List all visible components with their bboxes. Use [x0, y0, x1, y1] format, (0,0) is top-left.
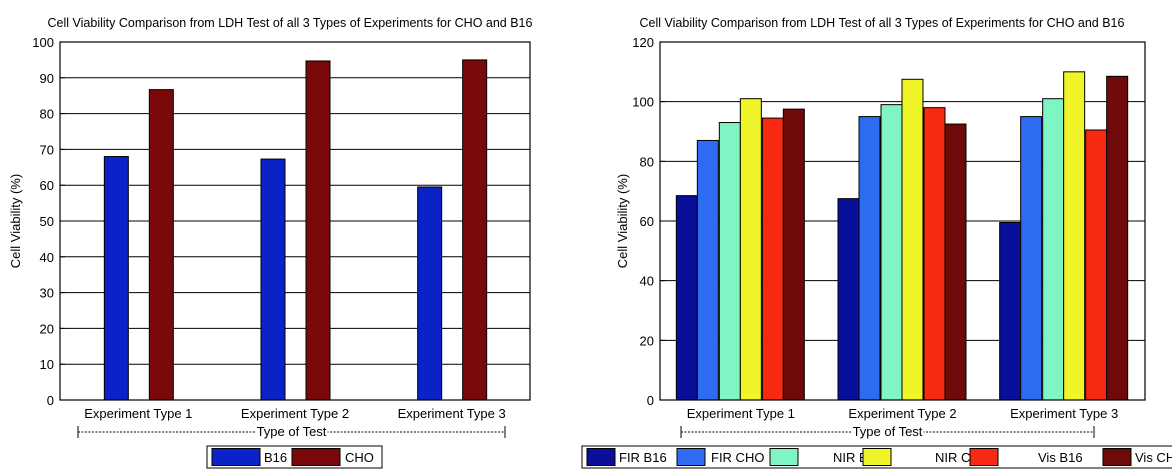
chart2-axes-frame	[659, 41, 1146, 401]
chart1-xlabel-bg	[255, 424, 328, 438]
chart2-bar	[739, 98, 762, 401]
chart1-y-tick-label: 60	[40, 178, 54, 193]
chart1-y-tick-label: 50	[40, 214, 54, 229]
chart2-legend-swatch	[862, 448, 892, 466]
chart1-bar	[148, 89, 174, 401]
chart2-x-tick-label: Experiment Type 3	[1010, 406, 1118, 421]
chart1-axes-frame	[59, 41, 531, 401]
chart2-legend-label: FIR CHO	[711, 450, 764, 465]
chart2-legend-swatch	[676, 448, 706, 466]
chart1-y-tick-label: 0	[47, 393, 54, 408]
chart2-bar	[858, 116, 881, 401]
chart2-y-tick-label: 60	[640, 214, 654, 229]
chart2-x-tick-label: Experiment Type 2	[848, 406, 956, 421]
chart2-bar	[1085, 129, 1108, 401]
chart2-y-tick-label: 100	[632, 95, 654, 110]
chart1-bar	[260, 158, 286, 401]
chart1-bar	[305, 60, 331, 401]
chart2-bar	[1063, 71, 1086, 401]
chart2-bar	[718, 122, 741, 401]
chart2-legend-label: FIR B16	[619, 450, 667, 465]
chart1-y-tick-label: 100	[32, 35, 54, 50]
chart1-y-tick-label: 80	[40, 107, 54, 122]
chart2-y-tick-label: 0	[647, 393, 654, 408]
chart1-ylabel: Cell Viability (%)	[8, 174, 23, 268]
chart2-bar	[944, 123, 967, 401]
chart1-y-tick-label: 20	[40, 321, 54, 336]
chart2-legend-swatch	[969, 448, 999, 466]
chart2-legend-swatch	[1102, 448, 1132, 466]
chart1-x-tick-label: Experiment Type 3	[398, 406, 506, 421]
chart1-x-tick-label: Experiment Type 1	[84, 406, 192, 421]
chart2-legend-swatch	[586, 448, 616, 466]
chart2-bar	[923, 107, 946, 401]
chart1-y-tick-label: 70	[40, 142, 54, 157]
chart2-bar	[1042, 98, 1065, 401]
chart2-y-tick-label: 20	[640, 333, 654, 348]
chart2-y-tick-label: 80	[640, 154, 654, 169]
chart1-legend-swatch	[291, 448, 341, 466]
chart1-y-tick-label: 30	[40, 286, 54, 301]
chart2-bar	[782, 108, 805, 401]
chart2-bar	[837, 198, 860, 401]
chart2-bar	[901, 78, 924, 401]
chart1-bar	[462, 59, 488, 401]
chart2-xlabel: Type of Test	[853, 424, 923, 439]
chart2-bar	[1020, 116, 1043, 401]
chart2-bar	[675, 195, 698, 401]
chart2-bar	[761, 117, 784, 401]
chart2-bar	[999, 221, 1022, 401]
chart1-y-tick-label: 90	[40, 71, 54, 86]
chart1-legend-label: B16	[264, 450, 287, 465]
chart2-xlabel-bg	[851, 424, 924, 438]
chart1-x-tick-label: Experiment Type 2	[241, 406, 349, 421]
chart2-title: Cell Viability Comparison from LDH Test …	[640, 16, 1125, 30]
chart1-xlabel: Type of Test	[257, 424, 327, 439]
chart2-bar	[696, 139, 719, 401]
chart1-y-tick-label: 10	[40, 357, 54, 372]
chart1-bar	[103, 156, 129, 401]
chart1-legend-swatch	[211, 448, 261, 466]
chart2-legend-swatch	[769, 448, 799, 466]
chart1-legend-label: CHO	[345, 450, 374, 465]
chart1-y-tick-label: 40	[40, 250, 54, 265]
chart2-y-tick-label: 40	[640, 274, 654, 289]
chart2-bar	[880, 104, 903, 401]
chart1-title: Cell Viability Comparison from LDH Test …	[48, 16, 533, 30]
chart2-bar	[1106, 75, 1129, 401]
chart2-legend-label: Vis B16	[1038, 450, 1083, 465]
chart2-y-tick-label: 120	[632, 35, 654, 50]
chart1-bar	[417, 186, 443, 401]
chart2-legend-label: Vis CHO	[1135, 450, 1172, 465]
chart2-x-tick-label: Experiment Type 1	[687, 406, 795, 421]
chart2-ylabel: Cell Viability (%)	[615, 174, 630, 268]
